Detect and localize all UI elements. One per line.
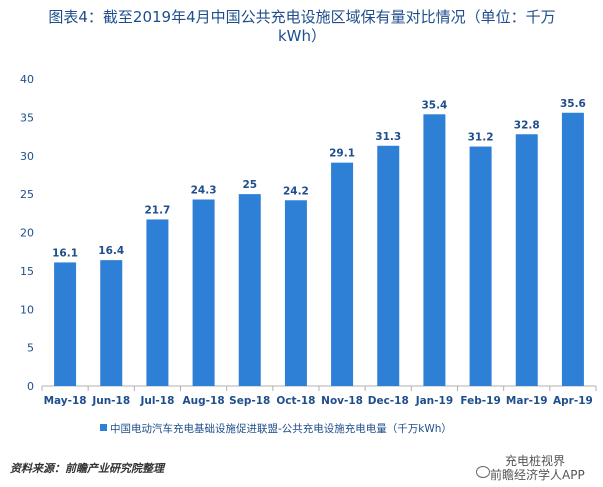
x-tick-label: Apr-19	[553, 395, 593, 407]
watermark-text-1: 充电桩视界	[505, 454, 566, 468]
chart-title: 图表4：截至2019年4月中国公共充电设施区域保有量对比情况（单位：千万 kWh…	[12, 8, 592, 46]
data-label: 21.7	[144, 204, 170, 216]
bar	[561, 112, 584, 387]
x-tick-label: Aug-18	[183, 395, 225, 407]
bar	[469, 146, 492, 386]
watermark-text-2: 前瞻经济学人APP	[490, 468, 585, 482]
bar	[146, 219, 169, 386]
bar	[515, 134, 538, 386]
y-tick-label: 30	[20, 150, 34, 163]
data-label: 24.2	[283, 185, 309, 197]
bar	[377, 145, 400, 386]
data-label: 32.8	[514, 119, 540, 131]
bar	[423, 114, 446, 387]
y-tick-label: 40	[20, 73, 34, 86]
x-tick-label: May-18	[44, 395, 87, 407]
bar	[54, 262, 77, 386]
data-label: 31.3	[375, 131, 401, 143]
legend-swatch	[100, 424, 107, 431]
y-tick-label: 20	[20, 227, 34, 240]
data-label: 16.4	[98, 245, 124, 257]
x-tick-label: Feb-19	[460, 395, 500, 407]
bar	[100, 260, 123, 386]
legend-label: 中国电动汽车充电基础设施促进联盟-公共充电设施充电电量（千万kWh）	[110, 422, 452, 435]
x-tick-label: Mar-19	[506, 395, 548, 407]
data-label: 35.6	[560, 98, 586, 110]
data-label: 29.1	[329, 148, 355, 160]
y-tick-label: 15	[20, 265, 34, 278]
y-tick-label: 10	[20, 303, 34, 316]
y-tick-label: 0	[27, 380, 34, 393]
y-tick-label: 5	[27, 342, 34, 355]
wechat-icon	[476, 466, 490, 478]
x-tick-label: Dec-18	[368, 395, 409, 407]
data-label: 24.3	[191, 184, 217, 196]
y-tick-label: 35	[20, 111, 34, 124]
x-tick-label: Nov-18	[321, 395, 363, 407]
chart-title-line2: kWh）	[277, 27, 327, 45]
data-label: 35.4	[421, 99, 447, 111]
source-note: 资料来源：前瞻产业研究院整理	[10, 462, 164, 475]
x-tick-label: Jan-19	[415, 395, 453, 407]
x-tick-label: Jul-18	[139, 395, 174, 407]
data-label: 16.1	[52, 247, 78, 259]
bar	[331, 162, 354, 386]
chart-title-line1: 图表4：截至2019年4月中国公共充电设施区域保有量对比情况（单位：千万	[48, 8, 556, 26]
data-label: 31.2	[468, 132, 494, 144]
bar	[284, 200, 307, 386]
x-tick-label: Oct-18	[276, 395, 315, 407]
data-label: 25	[242, 179, 257, 191]
y-tick-label: 25	[20, 188, 34, 201]
x-tick-label: Jun-18	[91, 395, 130, 407]
bar	[238, 194, 261, 386]
bar	[192, 199, 215, 386]
x-tick-label: Sep-18	[229, 395, 270, 407]
